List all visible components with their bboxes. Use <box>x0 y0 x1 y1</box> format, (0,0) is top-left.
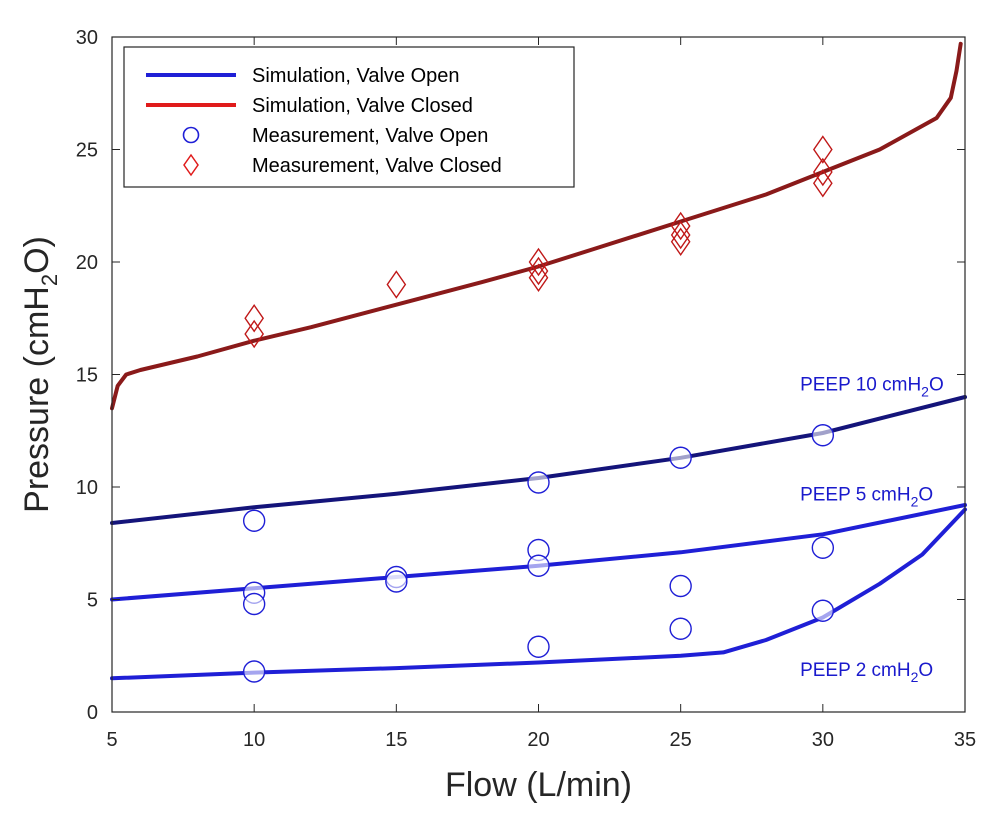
y-axis-title: Pressure (cmH2O) <box>18 236 62 513</box>
measurement-diamond-point <box>670 220 691 250</box>
y-tick-label: 10 <box>76 477 98 499</box>
legend-circle-swatch <box>182 126 200 144</box>
plot-area <box>110 41 967 683</box>
measurement-circle-point <box>527 554 550 577</box>
measurement-circle-point <box>242 509 266 532</box>
y-tick-label: 5 <box>87 590 98 612</box>
y-axis-title-tail: O) <box>18 236 56 274</box>
legend-label: Simulation, Valve Closed <box>252 95 473 117</box>
measurement-circle-point <box>527 471 550 494</box>
legend-diamond-swatch <box>183 153 199 177</box>
x-axis-title: Flow (L/min) <box>445 766 632 804</box>
y-tick-label: 25 <box>76 140 98 162</box>
legend-label: Measurement, Valve Closed <box>252 155 502 177</box>
y-tick-label: 30 <box>76 27 98 49</box>
x-tick-label: 25 <box>670 729 692 751</box>
y-tick-label: 0 <box>87 702 98 724</box>
x-tick-label: 35 <box>954 729 976 751</box>
y-axis-title-sub: 2 <box>37 274 62 286</box>
measurement-circle-point <box>669 617 692 640</box>
peep-annotation: PEEP 5 cmH2O <box>800 485 933 510</box>
x-tick-label: 30 <box>812 729 834 751</box>
legend-label: Simulation, Valve Open <box>252 65 460 87</box>
measurement-diamond-point <box>244 304 265 333</box>
measurement-circle-point <box>385 570 408 593</box>
measurement-diamond-point <box>812 157 833 187</box>
measurement-diamond-point <box>812 169 833 198</box>
measurement-circle-point <box>811 424 835 447</box>
y-tick-label: 15 <box>76 365 98 387</box>
measurement-circle-point <box>811 599 835 622</box>
legend: Simulation, Valve Open Simulation, Valve … <box>123 46 575 188</box>
x-tick-label: 20 <box>527 729 549 751</box>
measurement-diamond-point <box>528 247 549 277</box>
peep-annotation: PEEP 2 cmH2O <box>800 660 933 685</box>
measurement-circle-point <box>669 574 692 598</box>
x-tick-label: 10 <box>243 729 265 751</box>
measurement-diamond-point <box>528 256 549 286</box>
measurement-circle-point <box>527 635 550 658</box>
x-tick-label: 15 <box>385 729 407 751</box>
series-line-simulation-valve-closed <box>110 41 963 411</box>
measurement-diamond-point <box>670 211 691 241</box>
measurement-circle-point <box>669 446 692 469</box>
measurement-circle-point <box>811 536 835 559</box>
y-axis-title-main: Pressure (cmH <box>18 286 56 513</box>
legend-box <box>123 46 575 188</box>
peep-annotation: PEEP 10 cmH2O <box>800 374 944 399</box>
annotations: PEEP 10 cmH2O PEEP 5 cmH2O PEEP 2 cmH2O <box>800 374 944 685</box>
measurement-circle-point <box>242 592 266 616</box>
measurement-diamond-point <box>812 135 833 164</box>
y-tick-label: 20 <box>76 252 98 274</box>
measurement-circle-point <box>242 660 266 683</box>
x-tick-label: 5 <box>106 729 117 751</box>
series-line-simulation-valve-open-peep-2 <box>110 507 967 681</box>
measurement-diamond-point <box>528 263 549 292</box>
measurement-diamond-point <box>670 227 691 256</box>
legend-label: Measurement, Valve Open <box>252 125 488 147</box>
measurement-diamond-point <box>244 319 265 349</box>
measurement-diamond-point <box>386 270 407 299</box>
